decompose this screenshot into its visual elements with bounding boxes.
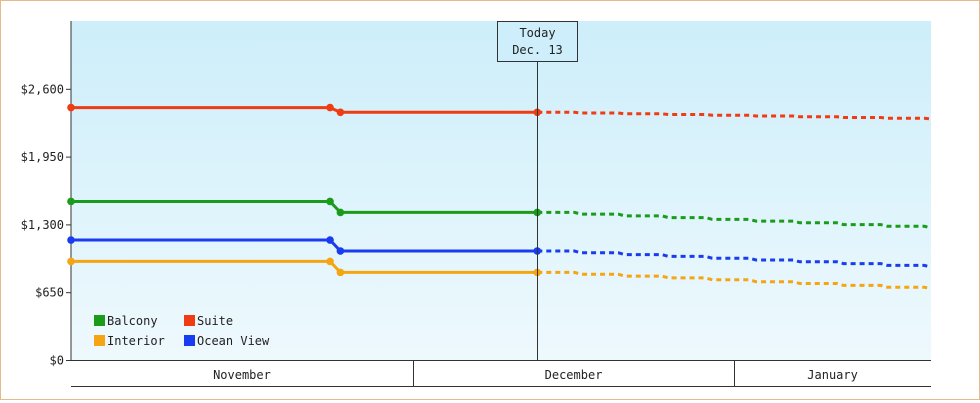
series-line: [71, 106, 538, 114]
series-line: [71, 238, 538, 253]
legend-swatch: [184, 315, 195, 326]
x-month-label: December: [545, 368, 603, 382]
forecast-line: [537, 270, 932, 291]
legend-label: Ocean View: [197, 334, 270, 348]
data-point: [326, 257, 334, 266]
y-tick-label: $1,300: [21, 218, 64, 232]
series-line: [71, 259, 538, 274]
legend-item-suite: Suite: [184, 314, 233, 328]
data-point: [336, 268, 345, 277]
y-tick-label: $2,600: [21, 82, 64, 96]
y-tick-label: $650: [35, 286, 64, 300]
legend-item-interior: Interior: [94, 334, 165, 348]
x-month-label: November: [213, 368, 271, 382]
series-line: [71, 200, 538, 214]
data-point: [67, 197, 75, 206]
legend-item-ocean-view: Ocean View: [184, 334, 270, 348]
data-point: [67, 236, 75, 244]
legend-label: Interior: [107, 334, 165, 348]
legend-swatch: [94, 335, 105, 346]
x-month-label: January: [807, 368, 858, 382]
today-label: Today: [519, 26, 555, 40]
y-tick-label: $1,950: [21, 150, 64, 164]
plot-background: [71, 21, 931, 360]
today-box: [497, 21, 578, 62]
today-date: Dec. 13: [512, 43, 563, 57]
data-point: [67, 257, 75, 266]
data-point: [326, 197, 334, 206]
data-point: [326, 103, 334, 112]
series-balcony: [67, 197, 932, 230]
data-point: [336, 247, 345, 255]
data-point: [336, 208, 345, 217]
legend-swatch: [184, 335, 195, 346]
series-ocean-view: [67, 236, 932, 269]
legend-label: Balcony: [107, 314, 158, 328]
data-point: [336, 108, 345, 117]
legend-item-balcony: Balcony: [94, 314, 158, 328]
data-point: [326, 236, 334, 244]
data-point: [67, 103, 75, 112]
y-tick-label: $0: [50, 354, 64, 368]
forecast-line: [537, 110, 932, 121]
legend-swatch: [94, 315, 105, 326]
series-suite: [67, 103, 932, 121]
forecast-line: [537, 210, 932, 230]
legend-label: Suite: [197, 314, 233, 328]
forecast-line: [537, 249, 932, 269]
